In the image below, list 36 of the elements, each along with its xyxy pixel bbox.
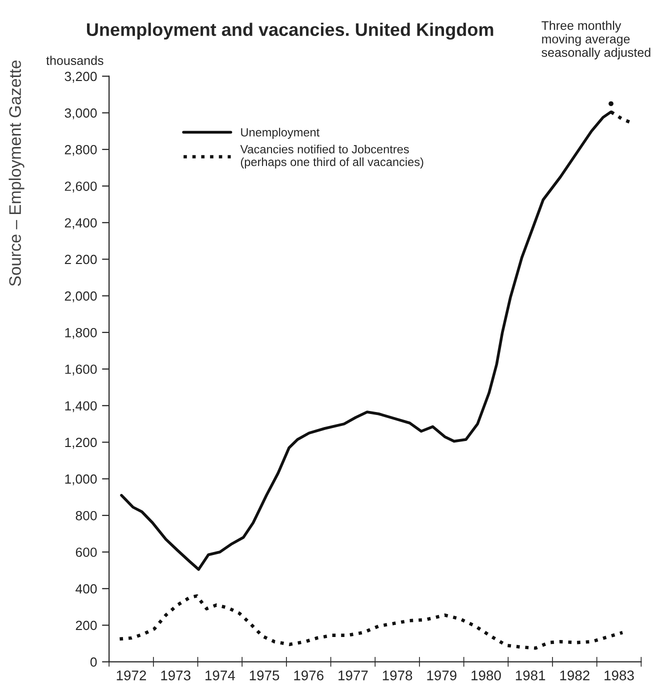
y-tick-label: 2,600 (64, 182, 97, 192)
chart-title: Unemployment and vacancies. United Kingdom (87, 22, 494, 40)
x-tick-label: 1979 (427, 670, 456, 680)
y-tick-label: 1,800 (65, 328, 97, 339)
y-tick-label: 2,400 (64, 218, 97, 230)
x-tick-label: 1983 (604, 670, 634, 680)
y-tick-label: 3,000 (64, 108, 97, 120)
x-tick-label: 1980 (472, 670, 501, 680)
x-tick-label: 1981 (516, 670, 546, 680)
line-series (118, 594, 624, 650)
y-tick-label: 1,600 (65, 364, 97, 376)
y-tick-label: 0 (90, 657, 97, 667)
x-tick-label: 1982 (560, 670, 590, 680)
x-tick-label: 1978 (382, 670, 412, 680)
legend-label: Unemployment (241, 128, 320, 139)
y-tick-label: 1,000 (65, 474, 97, 486)
x-tick-label: 1975 (250, 670, 280, 680)
source-note: Source – Employment Gazette (8, 60, 24, 286)
x-tick-label: 1974 (206, 670, 235, 680)
y-tick-label: 2,000 (64, 291, 97, 302)
y-tick-label: 800 (76, 510, 97, 520)
y-tick-label: 400 (76, 584, 97, 594)
x-tick-label: 1973 (161, 670, 190, 680)
legend-label: Vacancies notified to Jobcentres (perhaps one third of all vacancies) (240, 144, 424, 168)
y-tick-label: 1,400 (65, 401, 97, 412)
y-axis-title: thousands (46, 56, 104, 65)
x-tick-label: 1972 (116, 670, 146, 680)
y-tick-label: 2 200 (64, 254, 97, 264)
text: Three monthly moving average seasonally adjusted (542, 20, 650, 60)
x-tick-label: 1976 (294, 670, 324, 680)
y-tick-label: 1,200 (65, 438, 97, 449)
y-tick-label: 200 (76, 620, 97, 630)
y-tick-label: 3,200 (64, 72, 97, 83)
x-tick-label: 1977 (338, 670, 368, 680)
y-tick-label: 2,800 (64, 144, 97, 156)
y-tick-label: 600 (76, 548, 97, 557)
